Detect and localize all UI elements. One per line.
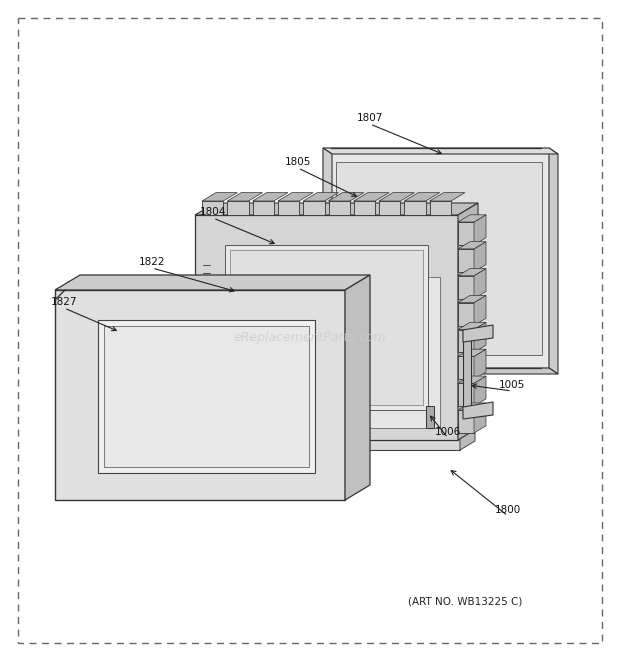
Polygon shape [463, 330, 471, 415]
Polygon shape [458, 376, 486, 383]
Polygon shape [195, 215, 458, 440]
Polygon shape [430, 201, 451, 215]
Text: (ART NO. WB13225 C): (ART NO. WB13225 C) [408, 596, 522, 606]
Polygon shape [463, 325, 493, 342]
Polygon shape [474, 242, 486, 272]
Polygon shape [228, 201, 249, 215]
Polygon shape [329, 201, 350, 215]
Polygon shape [323, 148, 558, 154]
Polygon shape [404, 201, 426, 215]
Polygon shape [345, 275, 370, 500]
Polygon shape [404, 192, 440, 201]
Polygon shape [458, 222, 474, 245]
Polygon shape [458, 268, 486, 276]
Polygon shape [354, 192, 389, 201]
Polygon shape [458, 215, 486, 222]
Text: 1005: 1005 [499, 380, 525, 390]
Polygon shape [252, 192, 288, 201]
Polygon shape [474, 376, 486, 406]
Polygon shape [230, 250, 423, 405]
Text: 1822: 1822 [139, 257, 166, 267]
Polygon shape [458, 323, 486, 329]
Polygon shape [278, 201, 299, 215]
Polygon shape [202, 192, 237, 201]
Polygon shape [225, 245, 428, 410]
Polygon shape [458, 403, 486, 410]
Polygon shape [458, 329, 474, 352]
Polygon shape [250, 277, 440, 428]
Text: 1827: 1827 [51, 297, 78, 307]
Polygon shape [458, 249, 474, 272]
Polygon shape [430, 192, 465, 201]
Text: 1805: 1805 [285, 157, 311, 167]
Polygon shape [329, 192, 364, 201]
Polygon shape [460, 246, 475, 450]
Polygon shape [458, 356, 474, 379]
Polygon shape [55, 290, 345, 500]
Polygon shape [323, 148, 332, 374]
Polygon shape [458, 203, 478, 440]
Polygon shape [202, 201, 223, 215]
Text: 1006: 1006 [435, 427, 461, 437]
Polygon shape [458, 410, 474, 433]
Polygon shape [458, 349, 486, 356]
Polygon shape [228, 192, 263, 201]
Polygon shape [55, 275, 370, 290]
Text: 1804: 1804 [200, 207, 226, 217]
Polygon shape [104, 326, 309, 467]
Polygon shape [354, 201, 375, 215]
Text: eReplacementParts.com: eReplacementParts.com [234, 330, 386, 344]
Polygon shape [458, 303, 474, 325]
Polygon shape [426, 406, 434, 428]
Polygon shape [458, 383, 474, 406]
Polygon shape [98, 320, 315, 473]
Polygon shape [225, 246, 475, 255]
Polygon shape [458, 242, 486, 249]
Polygon shape [303, 192, 339, 201]
Polygon shape [458, 295, 486, 303]
Polygon shape [225, 255, 460, 450]
Polygon shape [379, 192, 414, 201]
Polygon shape [195, 203, 478, 215]
Polygon shape [474, 215, 486, 245]
Text: 1807: 1807 [357, 113, 383, 123]
Polygon shape [336, 162, 542, 355]
Polygon shape [252, 201, 274, 215]
Polygon shape [474, 323, 486, 352]
Polygon shape [278, 192, 313, 201]
Polygon shape [474, 403, 486, 433]
Polygon shape [303, 201, 324, 215]
Polygon shape [474, 349, 486, 379]
Text: 1800: 1800 [495, 505, 521, 515]
Polygon shape [379, 201, 401, 215]
Polygon shape [549, 148, 558, 374]
Polygon shape [458, 276, 474, 299]
Polygon shape [474, 295, 486, 325]
Polygon shape [323, 148, 549, 368]
Polygon shape [474, 268, 486, 299]
Polygon shape [323, 368, 558, 374]
Polygon shape [463, 402, 493, 419]
